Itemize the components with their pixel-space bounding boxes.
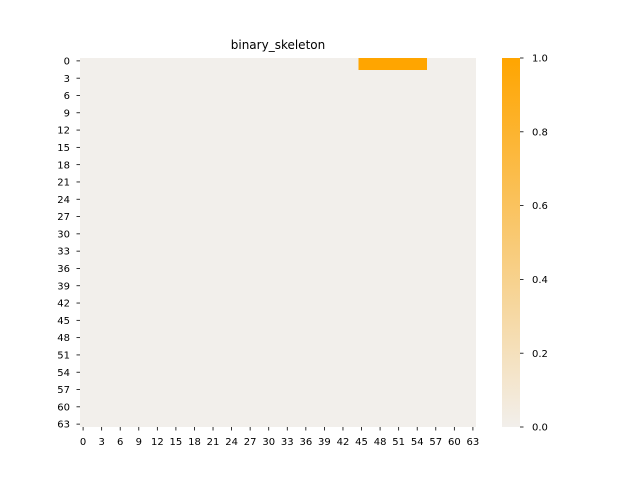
heatmap-cell: [358, 63, 366, 70]
x-tick-label: 12: [151, 437, 164, 448]
colorbar-tick-label: 0.6: [532, 201, 548, 212]
heatmap-cell: [420, 58, 427, 65]
heatmap-cell: [370, 58, 378, 65]
heatmap-cell: [395, 58, 403, 65]
x-tick-label: 36: [299, 437, 312, 448]
y-tick-label: 48: [57, 333, 70, 344]
colorbar-gradient: [502, 58, 520, 427]
y-tick-label: 60: [57, 402, 70, 413]
y-tick-label: 54: [57, 368, 70, 379]
y-tick-label: 45: [57, 316, 70, 327]
x-axis: 0 3 6 9 12 15 18 21 24 27 30 33 36 39 42 45 48 51 54 57 60 63: [80, 427, 479, 448]
y-tick-label: 6: [64, 91, 70, 102]
heatmap-cell: [383, 63, 390, 70]
x-tick-label: 51: [392, 437, 405, 448]
y-tick-label: 30: [57, 229, 70, 240]
heatmap-cell: [420, 63, 427, 70]
x-tick-label: 9: [136, 437, 142, 448]
x-tick-label: 60: [448, 437, 461, 448]
heatmap-plot-area: [80, 58, 476, 427]
x-tick-label: 18: [188, 437, 201, 448]
heatmap-cell: [414, 58, 421, 65]
x-tick-label: 45: [355, 437, 368, 448]
y-tick-label: 42: [57, 299, 70, 310]
y-tick-label: 51: [57, 351, 70, 362]
y-tick-label: 0: [64, 56, 70, 67]
heatmap-cell: [414, 63, 421, 70]
colorbar-tick-label: 0.2: [532, 349, 548, 360]
x-tick-label: 33: [281, 437, 294, 448]
x-tick-label: 15: [170, 437, 183, 448]
x-tick-label: 27: [244, 437, 257, 448]
heatmap-cell: [389, 63, 396, 70]
colorbar-tick-label: 0.0: [532, 423, 548, 434]
x-tick-label: 39: [318, 437, 331, 448]
y-tick-label: 63: [57, 420, 70, 431]
y-tick-label: 12: [57, 126, 70, 137]
heatmap-cell: [370, 63, 378, 70]
x-tick-label: 3: [98, 437, 104, 448]
colorbar-tick-label: 0.4: [532, 275, 548, 286]
heatmap-cell: [401, 63, 409, 70]
y-tick-label: 39: [57, 281, 70, 292]
heatmap-cells: [358, 58, 427, 70]
colorbar-tick-label: 1.0: [532, 54, 548, 65]
chart-title: binary_skeleton: [231, 38, 325, 52]
x-tick-label: 42: [337, 437, 350, 448]
x-tick-label: 24: [225, 437, 238, 448]
y-tick-label: 18: [57, 160, 70, 171]
x-tick-label: 30: [262, 437, 275, 448]
heatmap-cell: [401, 58, 409, 65]
x-tick-label: 48: [374, 437, 387, 448]
heatmap-cell: [377, 58, 384, 65]
x-tick-label: 21: [207, 437, 220, 448]
heatmap-cell: [389, 58, 396, 65]
x-tick-label: 6: [117, 437, 123, 448]
heatmap-cell: [358, 58, 366, 65]
y-tick-label: 27: [57, 212, 70, 223]
heatmap-cell: [395, 63, 403, 70]
y-tick-label: 3: [64, 74, 70, 85]
x-tick-label: 63: [467, 437, 480, 448]
heatmap-cell: [407, 63, 415, 70]
x-tick-label: 0: [80, 437, 86, 448]
heatmap-cell: [377, 63, 384, 70]
colorbar-ticks: 0.0 0.2 0.4 0.6 0.8 1.0: [520, 54, 548, 434]
y-tick-label: 57: [57, 385, 70, 396]
y-tick-label: 33: [57, 247, 70, 258]
y-tick-label: 9: [64, 108, 70, 119]
x-tick-label: 54: [411, 437, 424, 448]
x-tick-label: 57: [429, 437, 442, 448]
heatmap-background: [80, 58, 476, 427]
y-tick-label: 24: [57, 195, 70, 206]
heatmap-cell: [407, 58, 415, 65]
heatmap-cell: [364, 63, 372, 70]
y-tick-label: 21: [57, 178, 70, 189]
heatmap-cell: [383, 58, 390, 65]
y-tick-label: 15: [57, 143, 70, 154]
colorbar-tick-label: 0.8: [532, 127, 548, 138]
colorbar: 0.0 0.2 0.4 0.6 0.8 1.0: [502, 54, 548, 434]
heatmap-cell: [364, 58, 372, 65]
y-tick-label: 36: [57, 264, 70, 275]
